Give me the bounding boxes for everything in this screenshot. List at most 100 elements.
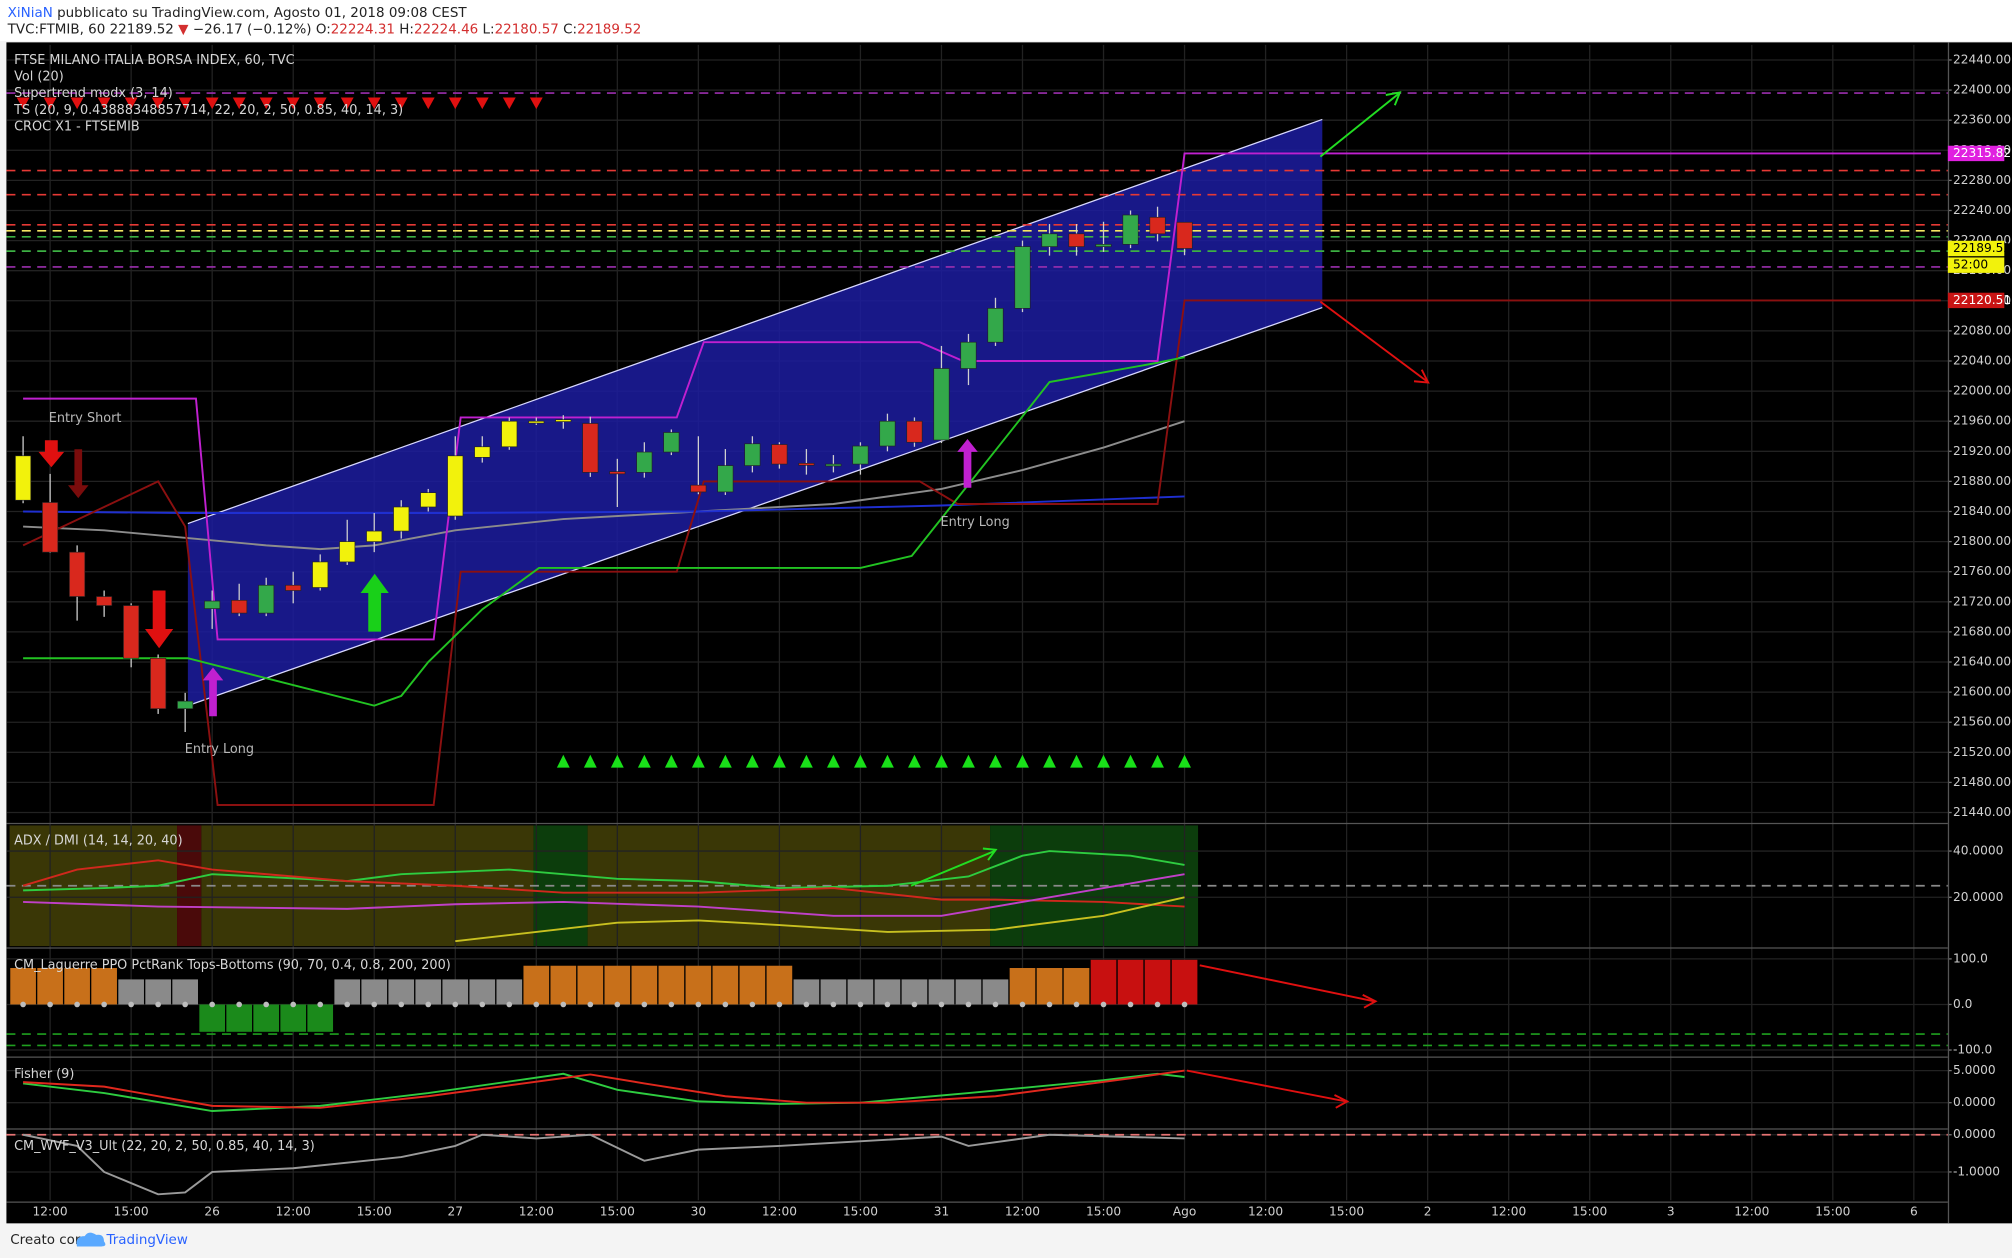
candle-body [258, 584, 275, 614]
bar [604, 965, 631, 1005]
x-tick-label: 31 [934, 1204, 950, 1218]
bar [874, 979, 901, 1005]
candle-body [69, 551, 86, 597]
candle-body [339, 541, 356, 563]
bar-dot [101, 1001, 107, 1008]
bar-dot [641, 1001, 648, 1008]
arrow-head [1362, 993, 1378, 1009]
bar-dot [452, 1001, 459, 1008]
price-label-box [1947, 292, 2005, 309]
bar-dot [263, 1001, 270, 1008]
y-tick-label: 22000.00 [1953, 384, 2011, 398]
y-tick-label: 21600.00 [1953, 685, 2011, 699]
y-tick-label: 21840.00 [1953, 504, 2011, 518]
bar [982, 979, 1009, 1005]
x-tick-label: 15:00 [1572, 1204, 1607, 1218]
bar [1036, 968, 1063, 1005]
bar-dot [1073, 1001, 1080, 1008]
last: 22189.52 [110, 22, 174, 38]
buy-signal [962, 754, 975, 768]
candle-body [474, 446, 491, 458]
x-tick-label: 12:00 [276, 1204, 311, 1218]
y-tick-label: 22040.00 [1953, 353, 2011, 367]
price-label: 22315.82 [1953, 146, 2011, 160]
bar [496, 979, 523, 1005]
bar-dot [749, 1001, 756, 1008]
bar [118, 979, 144, 1005]
footer-bar [0, 1224, 2012, 1258]
y-tick-label: 0.0000 [1953, 1095, 1996, 1109]
candle-body [609, 471, 626, 475]
sell-signal [340, 97, 354, 110]
y-tick-label: 100.0 [1953, 951, 1988, 965]
bar [1171, 959, 1198, 1005]
candle-body [771, 444, 788, 465]
candle-body [1122, 214, 1139, 245]
legend-line: TS (20, 9, 0.43888348857714, 22, 20, 2, … [13, 103, 403, 118]
candle-body [447, 455, 464, 517]
buy-signal [1016, 754, 1029, 768]
buy-signal [664, 754, 678, 768]
x-tick-label: 27 [448, 1204, 464, 1218]
y-tick-label: 21920.00 [1953, 444, 2011, 458]
buy-signal [1043, 754, 1056, 768]
candle-body [690, 484, 707, 493]
bar-dot [560, 1001, 567, 1008]
panel-title: CM_WVF_V3_Ult (22, 20, 2, 50, 0.85, 40, … [14, 1139, 315, 1154]
buy-signal [989, 754, 1002, 768]
footer-brand[interactable]: TradingView [106, 1232, 188, 1248]
y-tick-label: 22280.00 [1953, 173, 2011, 187]
bar [145, 979, 171, 1005]
change-arrow: ▼ [178, 22, 189, 38]
y-tick-label: 22080.00 [1953, 323, 2011, 337]
bar [820, 979, 847, 1005]
arrow-head [982, 847, 998, 861]
zone [587, 825, 991, 947]
bar [307, 1004, 334, 1032]
symbol: TVC:FTMIB, 60 [7, 22, 106, 38]
candle-body [366, 530, 383, 542]
candle-body [663, 432, 680, 453]
bar-dot [614, 1001, 621, 1008]
entry-arrow [144, 590, 174, 649]
x-tick-label: 12:00 [1734, 1204, 1769, 1218]
bar-dot [587, 1001, 594, 1008]
candle-body [528, 420, 545, 424]
bar-dot [830, 1001, 837, 1008]
bar-dot [992, 1001, 999, 1008]
candle-body [1068, 233, 1085, 247]
bar-dot [911, 1001, 918, 1008]
arrow-head [1385, 91, 1402, 106]
y-tick-label: 22240.00 [1953, 203, 2011, 217]
bar [415, 979, 442, 1005]
bar [1090, 959, 1117, 1005]
annotation: Entry Short [49, 411, 122, 426]
candle-body [204, 600, 221, 609]
arrow-head [1413, 369, 1430, 384]
x-tick-label: 15:00 [1086, 1204, 1121, 1218]
channel-edge [187, 118, 1323, 525]
candle-body [1176, 221, 1193, 249]
bar-dot [857, 1001, 864, 1008]
indicator-line [23, 850, 1185, 892]
ohlc-value: 22189.52 [577, 22, 641, 38]
bar [172, 979, 198, 1005]
x-tick-label: 12:00 [762, 1204, 797, 1218]
price-label-box [1947, 240, 2005, 257]
candle-body [420, 492, 437, 508]
panel-title: Fisher (9) [14, 1067, 74, 1082]
indicator-line [23, 356, 1185, 707]
projection-arrow [1319, 300, 1428, 383]
header-line-2: TVC:FTMIB, 60 22189.52 ▼ −26.17 (−0.12%)… [7, 22, 642, 38]
buy-signal [1178, 754, 1191, 768]
bar [1063, 968, 1090, 1005]
bar-dot [74, 1001, 80, 1008]
bar-dot [209, 1001, 215, 1008]
sell-signal [529, 97, 543, 110]
bar-dot [317, 1001, 324, 1008]
indicator-line [455, 896, 1185, 943]
bar-dot [182, 1001, 188, 1008]
y-tick-label: 21560.00 [1953, 715, 2011, 729]
buy-signal [1070, 754, 1083, 768]
buy-signal [1151, 754, 1164, 768]
